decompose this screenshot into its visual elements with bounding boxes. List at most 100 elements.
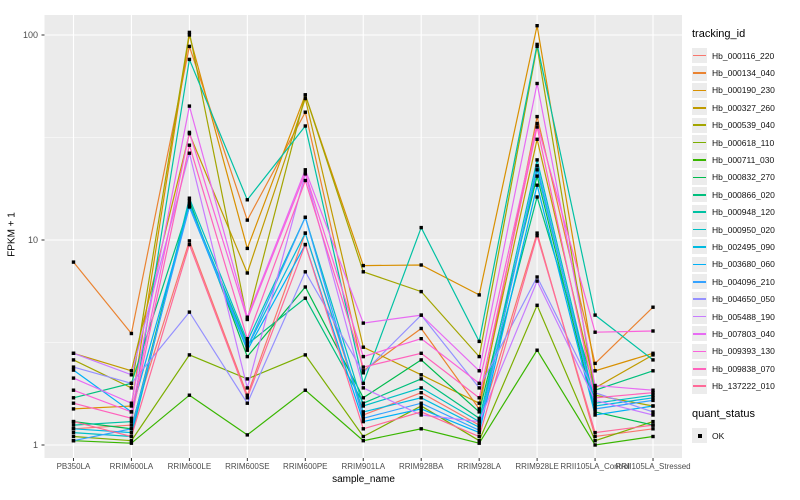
data-point-marker	[71, 396, 76, 400]
data-point-marker	[71, 434, 76, 439]
data-point-marker	[593, 386, 597, 390]
y-tick-label: 100	[22, 29, 38, 40]
data-point-marker	[245, 317, 249, 322]
data-point-marker	[187, 104, 192, 108]
legend-entry-label: Hb_000190_230	[712, 85, 775, 96]
data-point-marker	[361, 410, 365, 414]
data-point-marker	[535, 125, 539, 129]
data-point-marker	[361, 321, 365, 325]
data-point-marker	[245, 348, 249, 352]
legend-entry: Hb_000327_260	[692, 99, 798, 116]
data-point-marker	[361, 404, 365, 408]
data-point-marker	[187, 44, 192, 49]
legend-entry: Hb_000948_120	[692, 204, 798, 221]
data-point-marker	[535, 24, 539, 28]
legend-entry: Hb_137222_010	[692, 377, 798, 394]
legend-entry: Hb_000116_220	[692, 47, 798, 64]
data-point-marker	[419, 351, 423, 355]
x-axis-title: sample_name	[332, 474, 395, 485]
data-point-marker	[245, 345, 249, 349]
data-point-marker	[593, 393, 597, 397]
data-point-marker	[245, 218, 249, 222]
data-point-marker	[419, 396, 423, 400]
data-point-marker	[593, 361, 597, 366]
legend-title: tracking_id	[692, 28, 746, 40]
x-tick-label: RRIM600LE	[167, 462, 212, 471]
data-point-marker	[187, 353, 192, 357]
legend-entry: Hb_004650_050	[692, 290, 798, 307]
data-point-marker	[187, 143, 192, 147]
data-point-marker	[593, 434, 597, 439]
legend-key-line-icon	[692, 274, 707, 290]
data-point-marker	[593, 398, 597, 403]
data-point-marker	[419, 404, 423, 408]
data-point-marker	[245, 315, 249, 319]
data-point-marker	[535, 44, 539, 49]
legend-entry-label: Hb_000618_110	[712, 137, 775, 148]
data-point-marker	[303, 215, 307, 219]
legend-entry-label: Hb_004096_210	[712, 276, 775, 287]
data-point-marker	[651, 305, 655, 309]
data-point-marker	[593, 439, 597, 443]
data-point-marker	[419, 407, 423, 411]
legend-key-line-icon	[692, 48, 707, 64]
data-point-marker	[361, 419, 365, 424]
data-point-marker	[245, 396, 249, 400]
data-point-marker	[129, 401, 134, 405]
data-point-marker	[361, 401, 365, 405]
data-point-marker	[71, 430, 76, 435]
data-point-marker	[129, 369, 134, 373]
data-point-marker	[535, 114, 539, 119]
data-point-marker	[419, 289, 423, 294]
data-point-marker	[129, 416, 134, 420]
data-point-marker	[187, 33, 192, 37]
data-point-marker	[419, 373, 423, 377]
data-point-marker	[535, 195, 539, 199]
legend-entry: Hb_007803_040	[692, 325, 798, 342]
data-point-marker	[477, 401, 481, 405]
data-point-marker	[245, 433, 249, 437]
data-point-marker	[245, 198, 249, 202]
data-point-marker	[129, 430, 134, 435]
data-point-marker	[419, 263, 423, 267]
data-point-marker	[187, 57, 192, 62]
legend-entry: Hb_000539_040	[692, 117, 798, 134]
legend-key-line-icon	[692, 256, 707, 272]
data-point-marker	[129, 410, 134, 414]
data-point-marker	[303, 96, 307, 101]
data-point-marker	[419, 225, 423, 230]
data-point-marker	[651, 423, 655, 427]
legend-entry: Hb_004096_210	[692, 273, 798, 290]
data-point-marker	[129, 439, 134, 443]
data-point-marker	[593, 410, 597, 414]
data-point-marker	[245, 271, 249, 275]
data-point-marker	[419, 386, 423, 390]
data-point-marker	[129, 331, 134, 336]
x-tick-label: RRIM928LA	[457, 462, 501, 471]
data-point-marker	[361, 345, 365, 349]
data-point-marker	[477, 354, 481, 359]
data-point-marker	[651, 388, 655, 392]
x-tick-label: RRIM928BA	[398, 462, 444, 471]
data-point-marker	[419, 413, 423, 417]
data-point-marker	[651, 413, 655, 417]
legend-key-line-icon	[692, 204, 707, 220]
data-point-marker	[419, 427, 423, 431]
data-point-marker	[303, 171, 307, 175]
data-point-marker	[651, 434, 655, 439]
data-point-marker	[535, 348, 539, 352]
data-point-marker	[129, 427, 134, 431]
data-point-marker	[477, 434, 481, 439]
data-point-marker	[477, 386, 481, 390]
data-point-marker	[361, 413, 365, 417]
data-point-marker	[535, 81, 539, 86]
data-point-marker	[187, 151, 192, 155]
data-point-marker	[303, 124, 307, 128]
data-point-marker	[477, 428, 481, 432]
data-point-marker	[303, 178, 307, 183]
data-point-marker	[361, 416, 365, 420]
legend-entry: Hb_000190_230	[692, 82, 798, 99]
data-point-marker	[535, 234, 539, 238]
data-point-marker	[535, 168, 539, 172]
legend-entry-label: Hb_137222_010	[712, 381, 775, 392]
